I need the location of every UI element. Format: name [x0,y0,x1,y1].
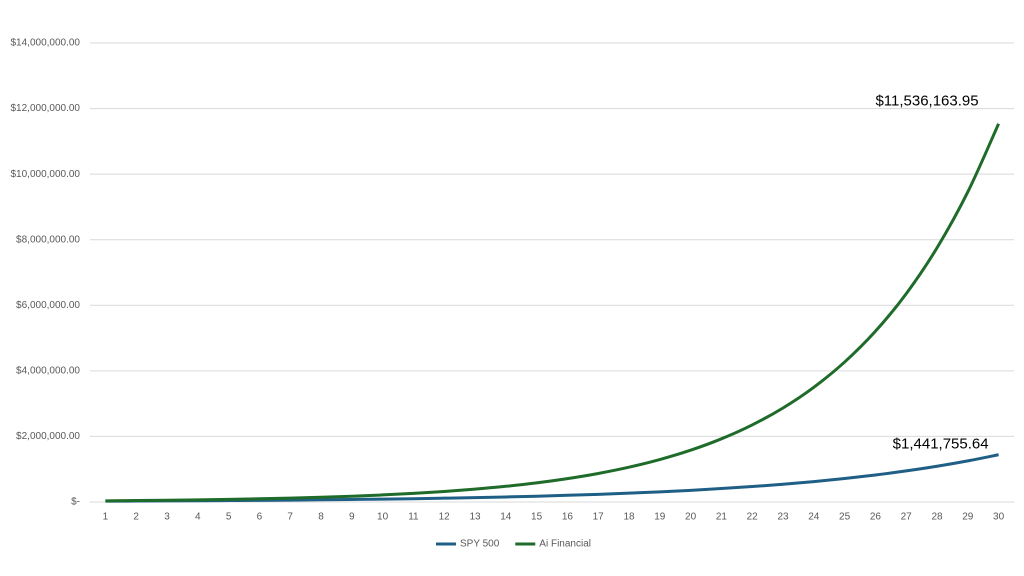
x-tick-label: 14 [500,512,512,523]
y-tick-label: $8,000,000.00 [16,234,80,245]
y-tick-label: $- [71,497,80,508]
x-tick-label: 24 [808,512,820,523]
x-tick-label: 7 [287,512,293,523]
data-label: $1,441,755.64 [893,436,989,453]
x-tick-label: 15 [531,512,543,523]
series-line [105,453,999,503]
x-tick-label: 16 [562,512,574,523]
x-tick-label: 28 [931,512,943,523]
x-tick-label: 6 [257,512,263,523]
y-tick-label: $12,000,000.00 [10,103,80,114]
y-tick-label: $6,000,000.00 [16,300,80,311]
x-tick-label: 23 [777,512,789,523]
x-tick-label: 30 [993,512,1005,523]
legend-label: SPY 500 [460,539,500,550]
x-tick-label: 22 [747,512,759,523]
x-tick-label: 4 [195,512,201,523]
x-tick-label: 2 [133,512,139,523]
x-tick-label: 18 [623,512,635,523]
x-tick-label: 10 [377,512,389,523]
x-tick-label: 9 [349,512,355,523]
x-tick-label: 19 [654,512,666,523]
x-tick-label: 29 [962,512,974,523]
x-tick-label: 25 [839,512,851,523]
data-label: $11,536,163.95 [875,93,978,110]
x-tick-label: 5 [226,512,232,523]
y-tick-label: $4,000,000.00 [16,365,80,376]
y-tick-label: $2,000,000.00 [16,431,80,442]
x-tick-label: 1 [103,512,109,523]
x-tick-label: 20 [685,512,697,523]
x-tick-label: 3 [164,512,170,523]
series-line [105,123,1000,503]
y-tick-label: $14,000,000.00 [10,38,80,49]
x-tick-label: 26 [870,512,882,523]
x-tick-label: 12 [439,512,451,523]
x-tick-label: 21 [716,512,728,523]
x-tick-label: 17 [593,512,605,523]
x-tick-label: 8 [318,512,324,523]
y-tick-label: $10,000,000.00 [10,169,80,180]
legend-label: Ai Financial [539,539,591,550]
x-tick-label: 27 [901,512,913,523]
x-tick-label: 13 [469,512,481,523]
x-tick-label: 11 [408,512,419,523]
